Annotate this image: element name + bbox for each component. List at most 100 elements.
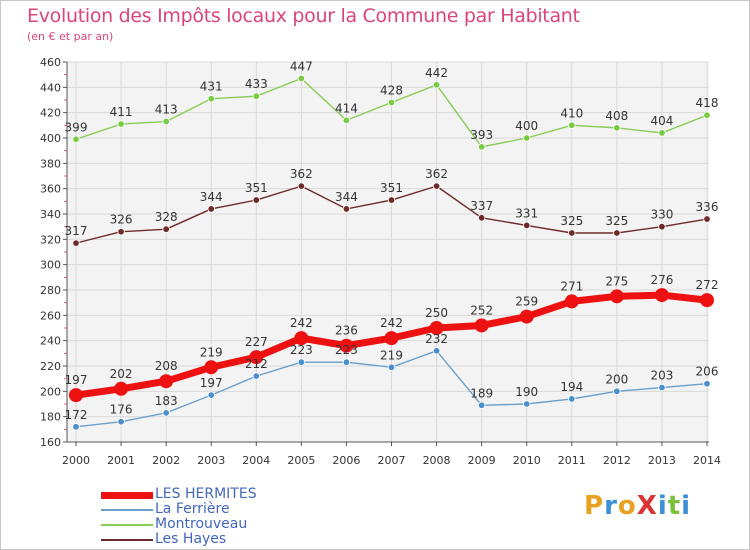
y-tick-label: 180 [40, 411, 61, 424]
data-label-les-hayes: 325 [560, 214, 583, 228]
data-label-montrouveau: 428 [380, 84, 403, 98]
data-label-les-hermites: 236 [335, 324, 358, 338]
data-label-la-ferri-re: 219 [380, 348, 403, 362]
data-label-les-hayes: 344 [335, 190, 358, 204]
y-tick-label: 160 [40, 436, 61, 449]
point-les-hayes [613, 229, 621, 237]
data-label-les-hayes: 351 [245, 181, 268, 195]
proxiti-logo: ProXiti [584, 491, 691, 521]
data-label-montrouveau: 442 [425, 66, 448, 80]
data-label-montrouveau: 414 [335, 101, 358, 115]
y-tick-label: 360 [40, 183, 61, 196]
point-les-hermites [159, 374, 174, 389]
data-label-les-hermites: 208 [155, 359, 178, 373]
data-label-la-ferri-re: 200 [605, 372, 628, 386]
logo-letter: o [617, 491, 637, 521]
x-tick-label: 2003 [197, 454, 225, 467]
data-label-les-hermites: 272 [696, 278, 719, 292]
data-label-les-hayes: 317 [65, 224, 88, 238]
point-les-hermites [69, 388, 83, 403]
data-label-montrouveau: 447 [290, 59, 313, 73]
logo-letter: t [667, 491, 682, 521]
data-label-la-ferri-re: 212 [245, 357, 268, 371]
data-label-les-hayes: 362 [290, 167, 313, 181]
logo-letter: r [604, 491, 618, 521]
point-la-ferri-re [613, 387, 621, 396]
point-montrouveau [613, 124, 621, 132]
data-label-les-hermites: 252 [470, 303, 493, 317]
point-les-hermites [519, 309, 534, 324]
x-tick-label: 2005 [287, 454, 315, 467]
data-label-la-ferri-re: 189 [470, 386, 493, 400]
data-label-les-hermites: 271 [560, 279, 583, 293]
data-label-montrouveau: 433 [245, 77, 268, 91]
point-montrouveau [703, 111, 711, 119]
series-lines [69, 74, 714, 431]
data-label-les-hermites: 259 [515, 295, 538, 309]
point-les-hermites [654, 288, 669, 303]
point-montrouveau [117, 120, 125, 128]
data-label-montrouveau: 393 [470, 128, 493, 142]
y-tick-label: 200 [40, 385, 61, 398]
x-tick-label: 2006 [332, 454, 360, 467]
point-les-hayes [252, 196, 260, 204]
data-label-les-hermites: 227 [245, 335, 268, 349]
point-les-hayes [72, 239, 80, 247]
x-tick-label: 2009 [468, 454, 496, 467]
data-label-montrouveau: 431 [200, 80, 223, 94]
x-tick-label: 2013 [648, 454, 676, 467]
point-montrouveau [207, 95, 215, 103]
point-la-ferri-re [117, 418, 125, 426]
data-label-la-ferri-re: 203 [650, 369, 673, 383]
data-labels: 399 411 413 431 433 447 414 428 442 393 400 410 408 4… [65, 59, 719, 421]
data-label-montrouveau: 404 [650, 114, 673, 128]
x-tick-label: 2007 [378, 454, 406, 467]
point-la-ferri-re [297, 358, 306, 366]
x-tick-label: 2004 [242, 454, 270, 467]
point-les-hayes [117, 228, 125, 236]
point-la-ferri-re [252, 372, 260, 380]
y-tick-label: 300 [40, 259, 61, 272]
point-la-ferri-re [477, 401, 486, 409]
data-label-la-ferri-re: 172 [65, 408, 88, 422]
data-label-les-hayes: 362 [425, 167, 448, 181]
data-label-les-hayes: 336 [696, 200, 719, 214]
point-les-hayes [342, 205, 351, 213]
x-tick-label: 2001 [107, 454, 135, 467]
point-les-hermites [564, 294, 579, 309]
y-tick-label: 280 [40, 284, 61, 297]
point-la-ferri-re [342, 358, 351, 366]
point-les-hermites [114, 381, 129, 396]
data-label-les-hayes: 331 [515, 206, 538, 220]
logo-letter: i [657, 491, 668, 521]
axes: 160 180 200 220 240 260 280 300 320 340 360 380 400 4… [40, 56, 721, 467]
data-label-les-hermites: 197 [65, 373, 88, 387]
legend-swatch [101, 491, 153, 499]
x-tick-label: 2012 [603, 454, 631, 467]
data-label-les-hayes: 330 [650, 208, 673, 222]
data-label-montrouveau: 418 [696, 96, 719, 110]
point-les-hayes [568, 229, 576, 237]
chart-title: Evolution des Impôts locaux pour la Comm… [27, 5, 580, 27]
point-les-hermites [339, 338, 354, 353]
point-montrouveau [523, 134, 531, 142]
point-la-ferri-re [703, 380, 711, 388]
data-label-montrouveau: 399 [65, 120, 88, 134]
legend-label: Les Hayes [155, 531, 227, 547]
data-label-montrouveau: 413 [155, 103, 178, 117]
y-tick-label: 460 [40, 56, 61, 69]
data-label-les-hayes: 325 [605, 214, 628, 228]
point-montrouveau [342, 116, 351, 124]
data-label-montrouveau: 411 [110, 105, 133, 119]
y-tick-label: 400 [40, 132, 61, 145]
point-les-hermites [700, 293, 714, 308]
data-label-les-hayes: 344 [200, 190, 223, 204]
legend-label: LES HERMITES [155, 486, 257, 502]
x-tick-label: 2010 [513, 454, 541, 467]
y-tick-label: 340 [40, 208, 61, 221]
logo-letter: X [636, 491, 658, 521]
point-les-hayes [162, 225, 170, 233]
point-les-hayes [207, 205, 215, 213]
logo-letter: i [681, 491, 692, 521]
